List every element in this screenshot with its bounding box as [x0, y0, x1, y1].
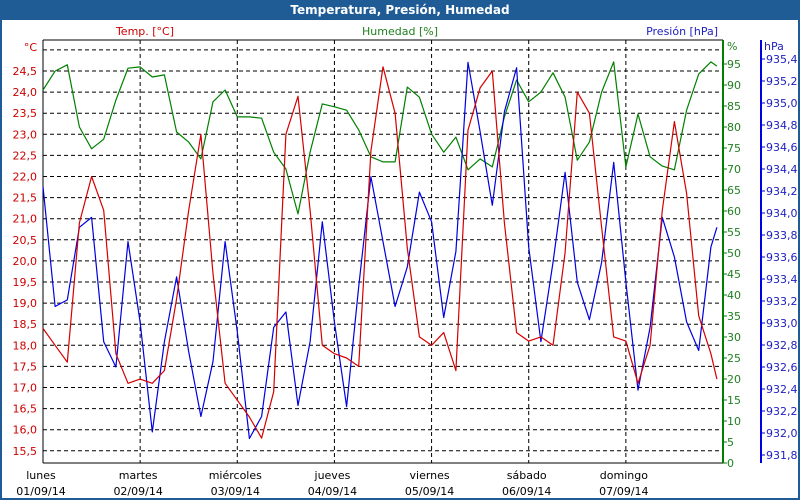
humidity-tick-label: 55	[727, 226, 741, 239]
temp-tick-label: 19,5	[13, 276, 38, 289]
temp-unit-label: °C	[24, 41, 38, 54]
axes: 15,5 16,0 16,5 17,0 17,5 18,0 18,5 19,0 19,5 20,0…	[13, 39, 800, 498]
temp-tick-label: 18,5	[13, 318, 38, 331]
temp-axis-title: Temp. [°C]	[115, 25, 174, 38]
humidity-axis-title: Humedad [%]	[362, 25, 438, 38]
pressure-tick-label: 933,00	[766, 317, 800, 330]
temp-tick-label: 18,0	[13, 339, 38, 352]
humidity-series-line	[42, 61, 718, 215]
humidity-tick-label: 80	[727, 121, 741, 134]
pressure-tick-label: 934,40	[766, 163, 800, 176]
humidity-tick-label: 60	[727, 205, 741, 218]
x-tick-date: 04/09/14	[308, 485, 357, 498]
x-tick-day: lunes	[26, 469, 56, 482]
pressure-tick-label: 934,20	[766, 185, 800, 198]
temp-tick-label: 19,0	[13, 297, 38, 310]
x-tick-day: jueves	[314, 469, 351, 482]
temp-tick-label: 21,5	[13, 192, 38, 205]
pressure-tick-label: 933,40	[766, 273, 800, 286]
pressure-tick-label: 934,80	[766, 119, 800, 132]
humidity-tick-label: 5	[727, 436, 734, 449]
humidity-tick-label: 30	[727, 331, 741, 344]
x-tick-date: 07/09/14	[599, 485, 648, 498]
temp-tick-label: 16,0	[13, 424, 38, 437]
pressure-tick-label: 935,00	[766, 97, 800, 110]
temp-tick-label: 21,0	[13, 213, 38, 226]
temp-tick-label: 20,0	[13, 255, 38, 268]
x-tick-date: 01/09/14	[16, 485, 65, 498]
pressure-tick-label: 934,00	[766, 207, 800, 220]
humidity-unit-label: %	[727, 40, 737, 53]
x-tick-date: 03/09/14	[211, 485, 260, 498]
humidity-tick-label: 75	[727, 142, 741, 155]
temp-tick-label: 24,0	[13, 86, 38, 99]
temp-tick-label: 22,5	[13, 149, 38, 162]
x-tick-day: miércoles	[209, 469, 262, 482]
pressure-tick-label: 935,40	[766, 53, 800, 66]
humidity-tick-label: 20	[727, 373, 741, 386]
pressure-tick-label: 934,60	[766, 141, 800, 154]
humidity-tick-label: 70	[727, 163, 741, 176]
pressure-axis-title: Presión [hPa]	[646, 25, 718, 38]
series	[42, 61, 718, 440]
temp-tick-label: 23,5	[13, 107, 38, 120]
x-tick-date: 05/09/14	[405, 485, 454, 498]
x-tick-date: 06/09/14	[502, 485, 551, 498]
humidity-tick-label: 85	[727, 100, 741, 113]
x-tick-date: 02/09/14	[113, 485, 162, 498]
grid	[43, 40, 723, 463]
humidity-tick-label: 0	[727, 457, 734, 470]
x-tick-day: martes	[119, 469, 158, 482]
temp-series-line	[42, 66, 718, 439]
pressure-tick-label: 933,60	[766, 251, 800, 264]
x-tick-day: sábado	[507, 469, 547, 482]
temp-tick-label: 24,5	[13, 65, 38, 78]
pressure-tick-label: 931,80	[766, 449, 800, 462]
pressure-tick-label: 932,20	[766, 405, 800, 418]
humidity-tick-label: 45	[727, 268, 741, 281]
temp-tick-label: 17,5	[13, 360, 38, 373]
pressure-unit-label: hPa	[764, 40, 784, 53]
pressure-tick-label: 932,40	[766, 383, 800, 396]
temp-tick-label: 16,5	[13, 403, 38, 416]
temp-tick-label: 17,0	[13, 382, 38, 395]
humidity-tick-label: 15	[727, 394, 741, 407]
pressure-tick-label: 932,00	[766, 427, 800, 440]
pressure-tick-label: 932,60	[766, 361, 800, 374]
humidity-tick-label: 95	[727, 58, 741, 71]
window-title: Temperatura, Presión, Humedad	[2, 0, 798, 20]
humidity-tick-label: 50	[727, 247, 741, 260]
humidity-tick-label: 40	[727, 289, 741, 302]
humidity-tick-label: 90	[727, 79, 741, 92]
temp-tick-label: 22,0	[13, 171, 38, 184]
humidity-tick-label: 10	[727, 415, 741, 428]
temp-tick-label: 15,5	[13, 445, 38, 458]
humidity-tick-label: 65	[727, 184, 741, 197]
temp-tick-label: 20,5	[13, 234, 38, 247]
temp-tick-label: 23,0	[13, 128, 38, 141]
pressure-tick-label: 933,80	[766, 229, 800, 242]
x-tick-day: domingo	[600, 469, 648, 482]
pressure-series-line	[42, 61, 718, 440]
x-tick-day: viernes	[410, 469, 450, 482]
humidity-tick-label: 35	[727, 310, 741, 323]
humidity-tick-label: 25	[727, 352, 741, 365]
pressure-tick-label: 932,80	[766, 339, 800, 352]
pressure-tick-label: 933,20	[766, 295, 800, 308]
pressure-tick-label: 935,20	[766, 75, 800, 88]
